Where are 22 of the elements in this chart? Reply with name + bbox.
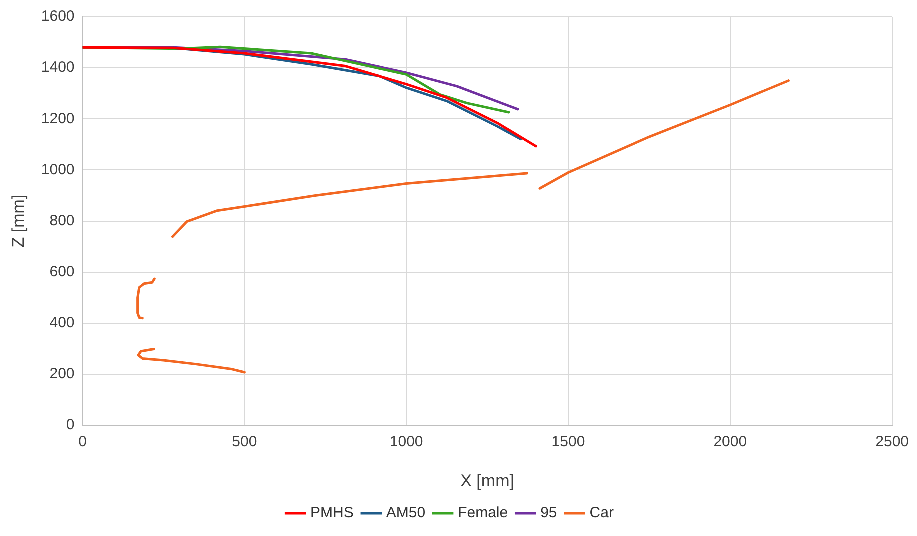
y-tick-label: 800 <box>50 212 75 230</box>
x-axis-title: X [mm] <box>460 471 514 490</box>
y-tick-label: 400 <box>50 314 75 332</box>
x-tick-label: 1000 <box>390 434 424 451</box>
y-tick-label: 1600 <box>41 8 75 26</box>
y-axis-title: Z [mm] <box>8 194 28 248</box>
legend-label: Female <box>458 504 508 522</box>
y-tick-label: 0 <box>66 416 75 434</box>
legend-label: AM50 <box>386 504 426 522</box>
y-tick-label: 1200 <box>41 110 75 128</box>
legend-label: Car <box>590 504 614 522</box>
y-tick-label: 1000 <box>41 161 75 178</box>
x-tick-label: 2500 <box>876 434 910 451</box>
x-tick-label: 1500 <box>552 434 586 451</box>
y-tick-label: 200 <box>50 366 75 383</box>
y-tick-label: 600 <box>50 264 75 281</box>
legend-label: PMHS <box>310 504 354 522</box>
x-tick-label: 500 <box>232 434 258 451</box>
legend-label: 95 <box>540 504 558 522</box>
y-tick-label: 1400 <box>41 59 75 76</box>
x-tick-label: 2000 <box>714 434 748 451</box>
x-tick-label: 0 <box>78 434 87 451</box>
